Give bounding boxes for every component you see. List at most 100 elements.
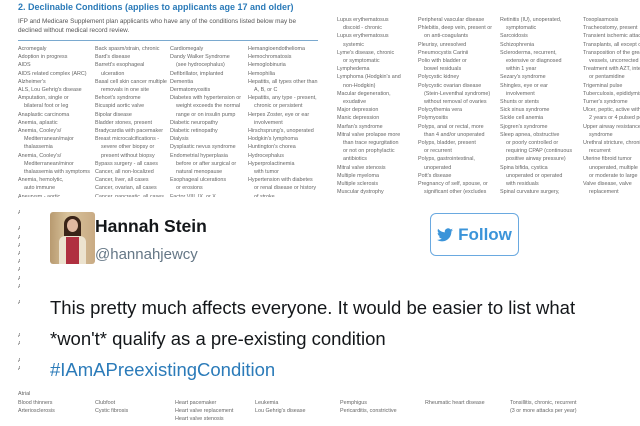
condition-item: involvement — [254, 119, 283, 126]
condition-item: Polymyositis — [418, 115, 448, 122]
condition-item: Valve disease, valve — [583, 181, 632, 188]
condition-item: Hepatitis, all types other than — [248, 78, 318, 85]
condition-item: natural menopause — [176, 169, 223, 176]
condition-item: present without biopsy — [101, 152, 155, 159]
condition-item: Polyps, gastrointestinal, — [418, 156, 475, 163]
condition-item: Heart valve replacement — [175, 408, 234, 415]
condition-item: Urethral stricture, chronic or — [583, 140, 640, 147]
condition-item: Pott's disease — [418, 172, 452, 179]
condition-item: with tumor — [254, 169, 279, 176]
condition-item: Treatment with AZT, interferon — [583, 66, 640, 73]
condition-item: Rheumatic heart disease — [425, 400, 485, 406]
condition-item: before or after surgical or — [176, 160, 237, 167]
condition-item: Leukemia — [255, 400, 279, 406]
condition-item: Sick sinus syndrome — [500, 107, 550, 114]
condition-item: requiring CPAP (continuous — [506, 148, 573, 155]
condition-item: discoid - chronic — [343, 25, 382, 32]
condition-item: Ulcer, peptic, active within — [583, 107, 640, 114]
condition-item: Hemoglobinuria — [248, 62, 286, 69]
condition-item: Peripheral vascular disease — [418, 17, 485, 23]
condition-item: or renal disease or history — [254, 185, 317, 192]
condition-item: or pentamidine — [589, 74, 625, 81]
condition-item: non-Hodgkin) — [343, 82, 376, 89]
condition-item: range or on insulin pump — [176, 111, 236, 118]
condition-item: bowel residuals — [424, 66, 462, 73]
condition-item: Alzheimer's — [18, 78, 46, 85]
author-handle[interactable]: @hannahjewcy — [95, 246, 198, 263]
hashtag-link[interactable]: #IAmAPreexistingCondition — [50, 359, 276, 380]
condition-column-bottom: Tonsillitis, chronic, recurrent (3 or mo… — [510, 399, 577, 415]
condition-item: Anemia, aplastic — [18, 119, 58, 126]
condition-item: Clubfoot — [95, 400, 116, 406]
condition-item: Hemochromatosis — [248, 54, 292, 61]
condition-item: exudative — [343, 99, 367, 106]
condition-item: Lou Gehrig's disease — [255, 408, 306, 415]
condition-item: without removal of ovaries — [424, 99, 487, 106]
condition-item: Anemia, hemolytic, — [18, 177, 64, 184]
condition-item: Pregnancy of self, spouse, or — [418, 181, 488, 188]
condition-item: syndrome — [589, 131, 613, 138]
author-name[interactable]: Hannah Stein — [95, 216, 207, 236]
condition-item: Lupus erythematosus — [337, 33, 389, 40]
condition-item: Cancer, pancreatic, all cases — [95, 193, 171, 201]
avatar[interactable] — [50, 212, 95, 264]
condition-item: Blood thinners — [18, 400, 53, 406]
condition-item: replacement — [589, 189, 619, 196]
condition-item: involvement — [506, 90, 535, 97]
condition-item: than 4 and/or unoperated — [424, 131, 485, 138]
condition-item: Factor VIII, IX, or X — [170, 193, 246, 201]
condition-item: (Stein-Leventhal syndrome) — [424, 90, 491, 97]
condition-item: or symptomatic — [343, 58, 380, 65]
condition-item: Lupus erythematosus — [337, 17, 389, 23]
condition-item: Bypass surgery - all cases — [95, 160, 158, 167]
condition-item: or moderate to large — [589, 172, 638, 179]
condition-item: Hyperprolactinemia — [248, 160, 295, 167]
condition-item: A, B, or C — [254, 87, 278, 94]
condition-item: Tonsillitis, chronic, recurrent — [510, 400, 577, 406]
condition-column-bottom: Blood thinners Arteriosclerosis — [18, 399, 55, 415]
condition-item: recurrent — [589, 148, 611, 155]
condition-column: Lupus erythematosus discoid - chronic Lup… — [337, 16, 413, 196]
condition-item: Dermatomyositis — [170, 87, 211, 94]
condition-item: unoperated — [424, 164, 452, 171]
follow-button[interactable]: Follow — [430, 213, 519, 256]
condition-item: Cancer, liver, all cases — [95, 177, 149, 184]
condition-column: Peripheral vascular disease Phlebitis, de… — [418, 16, 494, 196]
condition-item: Adoption in progress — [18, 54, 68, 61]
condition-item: Mediterranean/major — [24, 136, 74, 143]
condition-item: Sjogren's syndrome — [500, 123, 548, 130]
condition-item: Cardiomegaly — [170, 46, 204, 52]
condition-item: Polycythemia vera — [418, 107, 463, 114]
condition-item: 2 years or 4 pulsed per year — [589, 115, 640, 122]
condition-item: Upper airway resistance — [583, 123, 640, 130]
condition-item: Lymphoma (Hodgkin's and — [337, 74, 401, 81]
condition-item: Trigeminal pulse — [583, 82, 623, 89]
condition-item: Tracheostomy, present — [583, 25, 638, 32]
condition-item: Transient ischemic attacks — [583, 33, 640, 40]
condition-item: Aneurysm - aortic, — [18, 193, 94, 201]
condition-item: systemic — [343, 41, 364, 48]
condition-item: Pneumocystis Carinii — [418, 49, 469, 56]
condition-item: Endometrial hyperplasia — [170, 152, 228, 159]
condition-item: Anemia, Cooley's/ — [18, 128, 62, 135]
tweet-text: This pretty much affects everyone. It wo… — [50, 292, 610, 385]
condition-column: Cardiomegaly Dandy Walker Syndrome (see h… — [170, 45, 246, 201]
condition-item: Multiple myeloma — [337, 172, 379, 179]
condition-item: Sleep apnea, obstructive — [500, 131, 560, 138]
condition-item: Scleroderma, recurrent, — [500, 49, 557, 56]
condition-item: significant other (excludes — [424, 189, 487, 196]
condition-item: Polyps, bladder, present — [418, 140, 476, 147]
condition-item: Sarcoidosis — [500, 33, 528, 40]
condition-item: Polyps, anal or rectal, more — [418, 123, 484, 130]
condition-item: Mitral valve prolapse more — [337, 131, 401, 138]
condition-item: Polio with bladder or — [418, 58, 467, 65]
condition-item: Hemangioendothelioma — [248, 46, 305, 52]
condition-item: Anaplastic carcinoma — [18, 111, 70, 118]
condition-item: Heart pacemaker — [175, 400, 217, 406]
condition-item: auto immune — [24, 185, 56, 192]
condition-item: Uterine fibroid tumor — [583, 156, 632, 163]
condition-item: Bradycardia with pacemaker — [95, 128, 164, 135]
condition-item: Barrett's esophageal — [95, 62, 145, 69]
condition-item: Shunts or stents — [500, 99, 539, 106]
condition-item: Spinal curvature surgery, — [500, 189, 560, 196]
